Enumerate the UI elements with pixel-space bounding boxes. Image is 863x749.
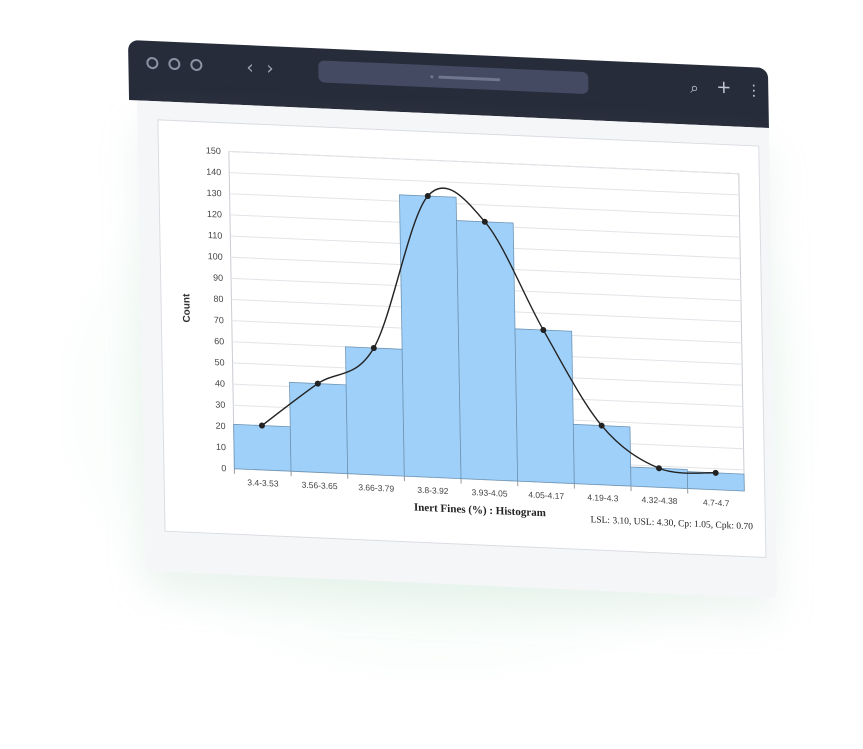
curve-point [598, 422, 605, 429]
chevron-right-icon[interactable]: › [266, 58, 274, 80]
density-curve [258, 187, 719, 476]
y-tick-label: 110 [208, 230, 223, 241]
search-icon[interactable]: ⌕ [690, 78, 699, 97]
histogram-bar [572, 423, 632, 487]
y-tick-label: 120 [207, 209, 222, 220]
y-tick-label: 30 [215, 399, 225, 409]
circle-icon[interactable] [146, 56, 159, 70]
circle-icon[interactable] [168, 57, 181, 71]
curve-point [314, 380, 321, 387]
chevron-left-icon[interactable]: ‹ [246, 57, 254, 79]
chart-subtitle: LSL: 3.10, USL: 4.30, Cp: 1.05, Cpk: 0.7… [590, 515, 753, 532]
address-bar[interactable] [318, 60, 589, 95]
curve-point [370, 344, 377, 351]
histogram-bar [345, 346, 405, 477]
histogram-bar [233, 423, 292, 472]
histogram-chart: 0 10 20 30 40 50 60 70 80 90 100 110 120 130 140 150 3.4… [181, 145, 753, 532]
x-tick-label: 4.32-4.38 [642, 495, 678, 507]
browser-viewport: 0 10 20 30 40 50 60 70 80 90 100 110 120 130 140 150 3.4… [137, 100, 778, 599]
curve-point [540, 327, 547, 334]
y-tick-label: 0 [221, 463, 226, 473]
curve-point [655, 465, 662, 472]
y-axis-label: Count [181, 293, 193, 323]
curve-point [712, 469, 719, 476]
chart-title: Inert Fines (%) : Histogram [414, 502, 546, 520]
histogram-bar [399, 194, 462, 480]
address-placeholder [438, 75, 501, 82]
y-tick-label: 150 [206, 145, 221, 156]
axis-ticks: 0 10 20 30 40 50 60 70 80 90 100 110 120 130 140 150 3.4… [206, 145, 730, 508]
y-tick-label: 140 [206, 167, 221, 178]
histogram-bar [289, 381, 349, 475]
circle-icon[interactable] [190, 58, 203, 72]
curve-point [258, 422, 265, 429]
grid-line [229, 172, 740, 196]
x-tick-label: 3.66-3.79 [358, 482, 394, 494]
y-tick-label: 20 [216, 421, 226, 431]
browser-window: ‹ › ⌕ + ⋮ 0 10 20 30 40 50 60 70 80 90 100 110 120 13… [128, 40, 778, 599]
histogram-bar [514, 328, 575, 484]
x-tick-label: 3.93-4.05 [472, 487, 508, 499]
chart-panel: 0 10 20 30 40 50 60 70 80 90 100 110 120 130 140 150 3.4… [157, 119, 767, 558]
grid-line [228, 150, 739, 175]
x-tick-label: 3.8-3.92 [417, 485, 449, 496]
curve-point [424, 193, 431, 200]
y-tick-label: 40 [215, 378, 225, 388]
y-tick-label: 70 [214, 315, 224, 325]
y-tick-label: 80 [213, 294, 223, 304]
y-tick-label: 90 [213, 273, 223, 283]
curve-point [481, 218, 488, 225]
y-tick-label: 130 [206, 188, 221, 199]
address-dot [430, 75, 434, 79]
y-tick-label: 50 [214, 357, 224, 367]
grid-line [229, 193, 740, 217]
y-tick-label: 60 [214, 336, 224, 346]
kebab-menu-icon[interactable]: ⋮ [746, 81, 762, 100]
y-tick-label: 10 [216, 442, 226, 452]
x-tick-label: 4.05-4.17 [528, 490, 564, 502]
x-tick-label: 3.56-3.65 [302, 480, 338, 492]
x-tick-label: 3.4-3.53 [247, 477, 279, 488]
x-tick-label: 4.19-4.3 [587, 492, 619, 503]
plus-icon[interactable]: + [716, 76, 732, 99]
x-tick-label: 4.7-4.7 [703, 497, 730, 508]
y-tick-label: 100 [208, 251, 223, 262]
